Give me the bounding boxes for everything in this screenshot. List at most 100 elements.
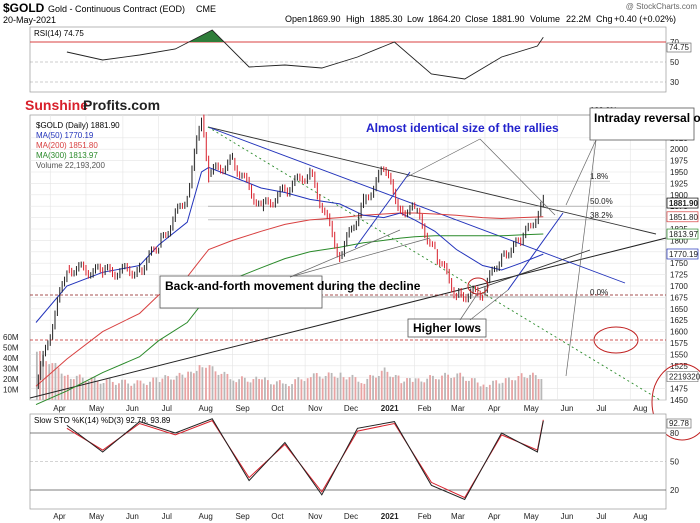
month-label: Sep: [235, 512, 250, 521]
volume-bar: [142, 383, 145, 400]
higher-lows-line: [474, 249, 591, 291]
volume-bar: [93, 376, 96, 400]
low-value: 1864.20: [428, 14, 461, 24]
volume-bar: [414, 378, 417, 400]
price-tick-label: 1925: [670, 179, 688, 188]
volume-bar: [447, 374, 449, 400]
month-label: Jun: [126, 404, 139, 413]
volume-bar: [90, 377, 93, 400]
volume-bar: [408, 378, 411, 400]
volume-bar: [351, 374, 354, 400]
volume-bar: [181, 374, 184, 400]
month-label: Dec: [344, 404, 358, 413]
volume-bar: [252, 379, 255, 400]
volume-bar: [434, 379, 437, 400]
volume-bar: [309, 377, 312, 400]
month-label: Apr: [488, 404, 501, 413]
volume-bar: [336, 377, 339, 400]
dotted-green-line: [207, 126, 661, 401]
price-label-value: 1881.90: [669, 199, 698, 208]
volume-bar: [214, 371, 217, 400]
volume-bar: [108, 378, 111, 400]
price-label-value: 1851.80: [669, 213, 698, 222]
volume-tick-label: 10M: [3, 386, 19, 395]
volume-bar: [241, 376, 243, 400]
volume-bar: [114, 384, 117, 400]
volume-bar: [78, 374, 81, 400]
volume-bar: [392, 377, 394, 400]
volume-bar: [229, 379, 232, 400]
volume-bar: [136, 380, 139, 400]
volume-bar: [66, 374, 69, 400]
price-tick-label: 2000: [670, 145, 688, 154]
volume-bar: [217, 374, 220, 400]
volume-bar: [170, 379, 172, 400]
volume-tick-label: 60M: [3, 333, 19, 342]
rsi-tick-label: 50: [670, 58, 679, 67]
volume-bar: [192, 373, 195, 400]
rsi-tick-label: 70: [670, 38, 679, 47]
sto-tick-label: 80: [670, 429, 679, 438]
volume-bar: [198, 365, 201, 400]
volume-bar: [426, 378, 429, 400]
sto-k-line: [66, 418, 544, 501]
sunshine-profits-logo: Sunshine Profits.com: [22, 95, 162, 113]
volume-bar: [105, 379, 108, 400]
volume-bar: [264, 377, 266, 400]
svg-text:Intraday reversal on huge volu: Intraday reversal on huge volume: [594, 111, 700, 125]
svg-text:Back-and-forth movement during: Back-and-forth movement during the decli…: [165, 279, 421, 293]
rsi-title: RSI(14) 74.75: [34, 29, 84, 38]
volume-bar: [175, 375, 178, 400]
price-tick-label: 1700: [670, 282, 688, 291]
month-label: Jul: [162, 512, 172, 521]
volume-bar: [45, 361, 48, 400]
svg-text:Almost identical size of the r: Almost identical size of the rallies: [366, 121, 559, 135]
volume-bar: [275, 381, 278, 400]
volume-bar: [468, 380, 470, 400]
annotation-decline: Back-and-forth movement during the decli…: [159, 275, 421, 309]
volume-bar: [462, 376, 465, 400]
price-tick-label: 1900: [670, 191, 688, 200]
volume-bar: [397, 375, 400, 400]
target-ellipse: [593, 326, 639, 354]
sto-tick-label: 20: [670, 486, 679, 495]
volume-last-label: 22193200: [669, 373, 700, 382]
volume-bar: [529, 374, 531, 400]
price-tick-label: 1600: [670, 328, 688, 337]
legend-volume: Volume 22,193,200: [36, 161, 105, 170]
month-label: Aug: [633, 512, 647, 521]
pointer-decline-1: [289, 229, 401, 278]
rsi-last-value: 74.75: [669, 43, 690, 52]
month-label: Jun: [561, 512, 574, 521]
volume-bar: [81, 377, 84, 400]
volume-bar: [372, 375, 374, 400]
volume-bar: [441, 375, 443, 400]
fib-level-label: 50.0%: [590, 197, 613, 206]
price-label-value: 1813.97: [669, 230, 698, 239]
month-label: 2021: [381, 404, 399, 413]
month-label: Oct: [271, 512, 284, 521]
volume-bar: [220, 373, 223, 400]
resistance-line-from-top: [207, 126, 657, 235]
volume-bar: [249, 382, 252, 400]
volume-bar: [459, 372, 462, 400]
volume-bar: [121, 379, 123, 400]
volume-bar: [118, 383, 120, 400]
volume-bar: [394, 374, 397, 400]
price-label-box: [666, 228, 699, 240]
volume-bar: [488, 384, 491, 400]
volume-bar: [417, 378, 420, 400]
volume-bar: [238, 379, 240, 400]
volume-bar: [195, 370, 198, 400]
volume-bar: [158, 382, 161, 400]
sto-last-value: 92.78: [669, 419, 690, 428]
volume-bar: [456, 373, 459, 400]
month-label: Feb: [418, 404, 432, 413]
volume-bar: [278, 380, 281, 400]
ma200-line: [35, 212, 544, 387]
volume-bar: [284, 383, 287, 400]
volume-bar: [226, 373, 229, 400]
volume-bar: [324, 375, 327, 400]
close-label: Close: [465, 14, 488, 24]
